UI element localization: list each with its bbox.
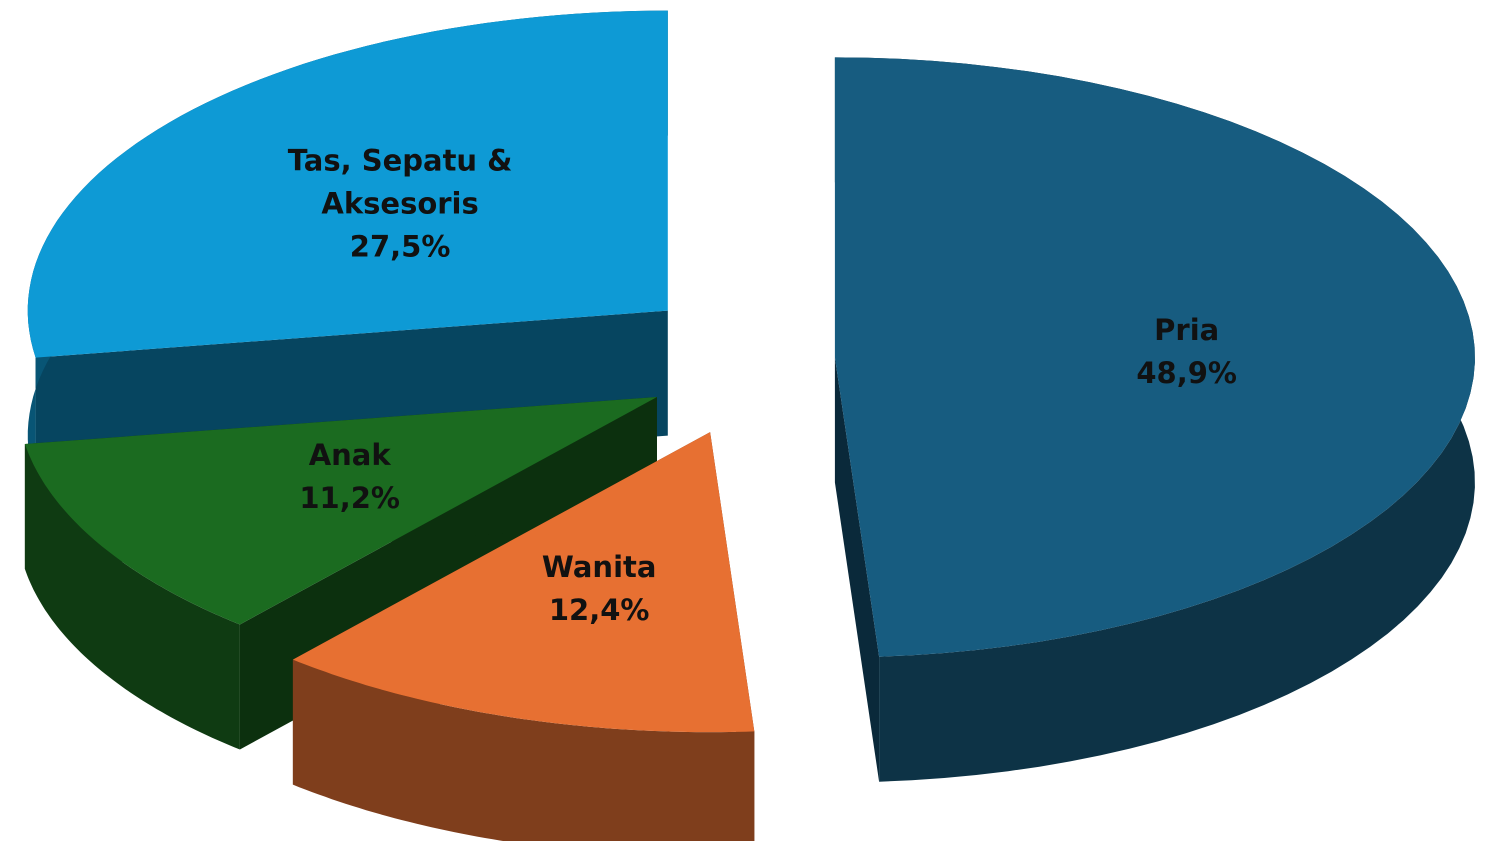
slice <box>24 397 657 625</box>
slice <box>292 432 755 733</box>
value-label: 12,4% <box>548 592 650 627</box>
data-label: Anak 11,2% <box>215 434 485 520</box>
data-label: Wanita 12,4% <box>464 546 734 632</box>
data-label: Pria 48,9% <box>1052 309 1322 395</box>
value-label: 27,5% <box>349 229 451 263</box>
value-label: 48,9% <box>1136 355 1237 390</box>
value-label: 11,2% <box>299 481 400 516</box>
category-label: Anak <box>308 438 391 473</box>
slice <box>834 57 1475 657</box>
slice-side <box>292 659 755 841</box>
slice <box>27 10 668 358</box>
category-label: Wanita <box>541 549 657 584</box>
data-label: Tas, Sepatu & Aksesoris 27,5% <box>265 139 535 268</box>
category-label: Pria <box>1154 312 1220 347</box>
slice-side <box>24 444 240 750</box>
slice-side <box>834 357 880 782</box>
category-label: Tas, Sepatu & Aksesoris <box>287 143 513 220</box>
